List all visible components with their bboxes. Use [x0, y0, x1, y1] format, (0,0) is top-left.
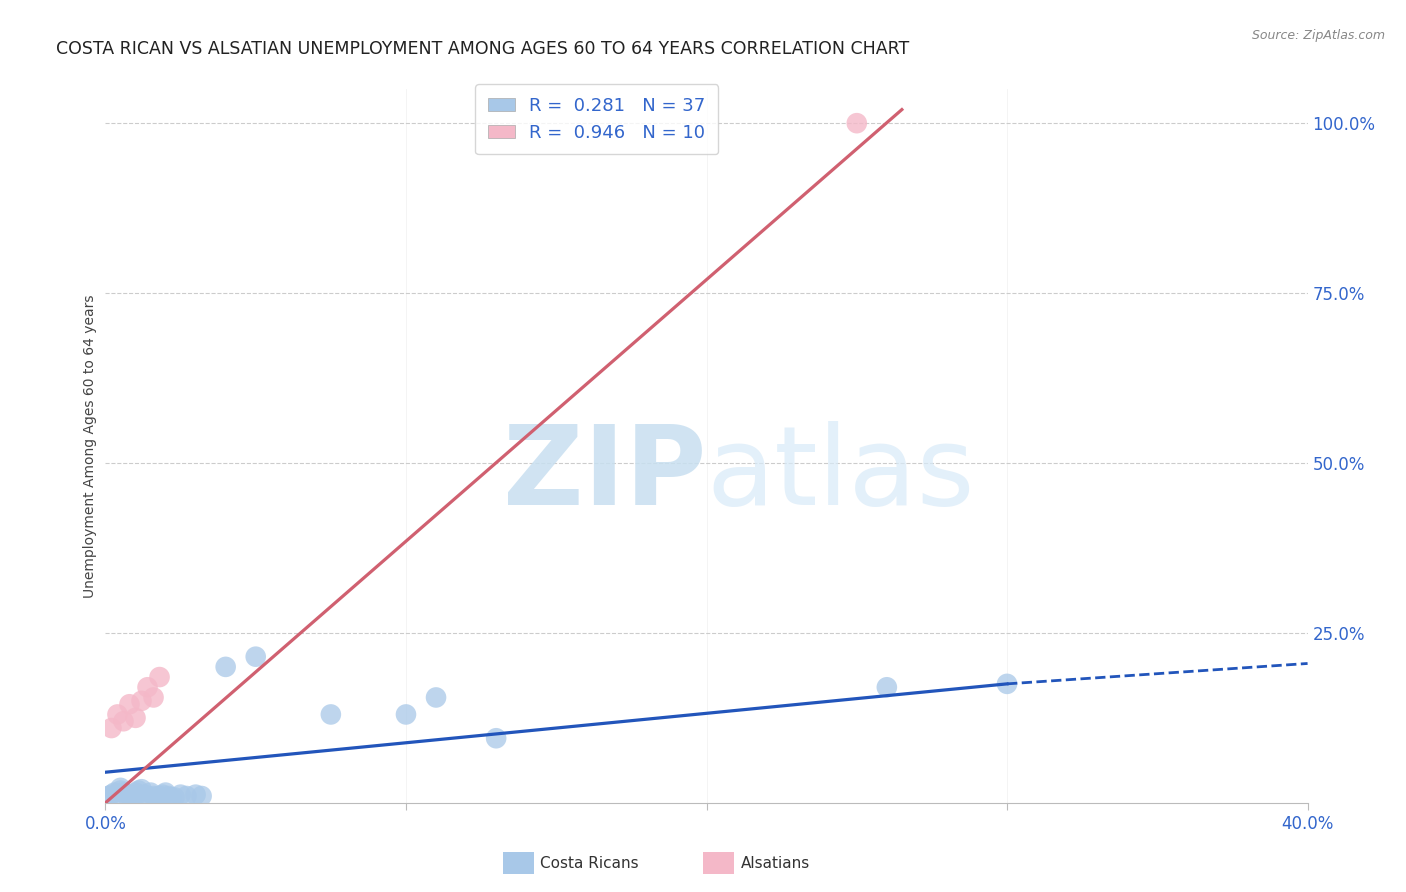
Point: [110, 783, 132, 797]
Point: [214, 660, 236, 674]
Point: [139, 786, 162, 800]
Text: Source: ZipAtlas.com: Source: ZipAtlas.com: [1251, 29, 1385, 42]
Point: [845, 116, 868, 130]
Point: [485, 731, 508, 746]
Point: [124, 786, 146, 800]
Y-axis label: Unemployment Among Ages 60 to 64 years: Unemployment Among Ages 60 to 64 years: [83, 294, 97, 598]
Point: [110, 780, 132, 795]
Point: [190, 789, 212, 803]
Point: [148, 789, 170, 803]
Point: [134, 788, 156, 802]
Point: [176, 789, 198, 803]
Point: [97, 789, 120, 803]
Point: [118, 698, 141, 712]
Point: [157, 789, 180, 803]
Point: [121, 790, 143, 805]
Point: [124, 789, 146, 803]
Point: [395, 707, 418, 722]
Point: [152, 788, 174, 802]
Point: [169, 788, 191, 802]
Point: [131, 694, 153, 708]
Point: [128, 783, 150, 797]
Point: [112, 714, 135, 729]
Point: [145, 790, 167, 805]
Text: Alsatians: Alsatians: [741, 856, 810, 871]
Point: [142, 690, 165, 705]
Point: [118, 788, 141, 802]
Point: [148, 670, 170, 684]
Legend: R =  0.281   N = 37, R =  0.946   N = 10: R = 0.281 N = 37, R = 0.946 N = 10: [475, 84, 718, 154]
Point: [100, 721, 122, 735]
Point: [103, 786, 125, 800]
Point: [100, 788, 122, 802]
Text: COSTA RICAN VS ALSATIAN UNEMPLOYMENT AMONG AGES 60 TO 64 YEARS CORRELATION CHART: COSTA RICAN VS ALSATIAN UNEMPLOYMENT AMO…: [56, 40, 910, 58]
Point: [131, 782, 153, 797]
Point: [245, 649, 267, 664]
Point: [115, 789, 138, 803]
Point: [112, 786, 135, 800]
Point: [124, 711, 146, 725]
Point: [155, 786, 177, 800]
Point: [160, 790, 183, 805]
Point: [107, 707, 129, 722]
Point: [136, 680, 159, 694]
Text: ZIP: ZIP: [503, 421, 707, 528]
Point: [876, 680, 898, 694]
Point: [142, 789, 165, 803]
Point: [425, 690, 447, 705]
Point: [319, 707, 342, 722]
Text: atlas: atlas: [707, 421, 974, 528]
Point: [136, 789, 159, 803]
Text: Costa Ricans: Costa Ricans: [540, 856, 638, 871]
Point: [995, 677, 1018, 691]
Point: [184, 788, 207, 802]
Point: [107, 789, 129, 803]
Point: [163, 790, 186, 805]
